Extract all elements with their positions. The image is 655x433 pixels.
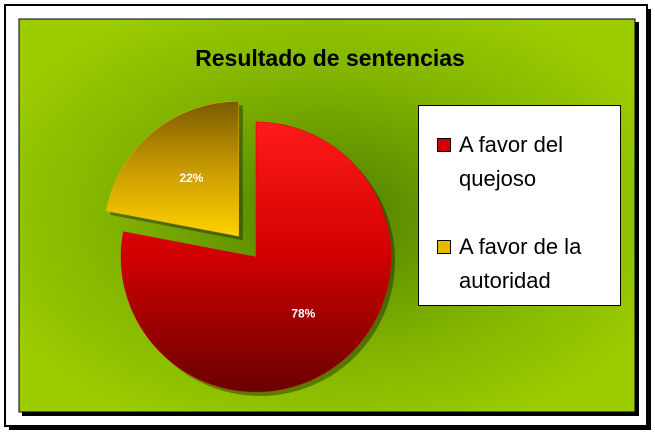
data-label: 22% [179, 171, 203, 185]
legend: A favor del quejoso A favor de la autorid… [418, 105, 621, 306]
legend-label: A favor del quejoso [459, 132, 563, 191]
legend-entry: A favor de la autoridad [437, 230, 617, 298]
pie-slice [105, 100, 240, 237]
legend-swatch [437, 138, 451, 152]
pie-slice [120, 121, 392, 393]
data-label: 78% [291, 306, 315, 320]
legend-swatch [437, 240, 451, 254]
legend-entry: A favor del quejoso [437, 128, 617, 196]
chart-title: Resultado de sentencias [195, 45, 465, 71]
legend-label: A favor de la autoridad [459, 234, 582, 293]
